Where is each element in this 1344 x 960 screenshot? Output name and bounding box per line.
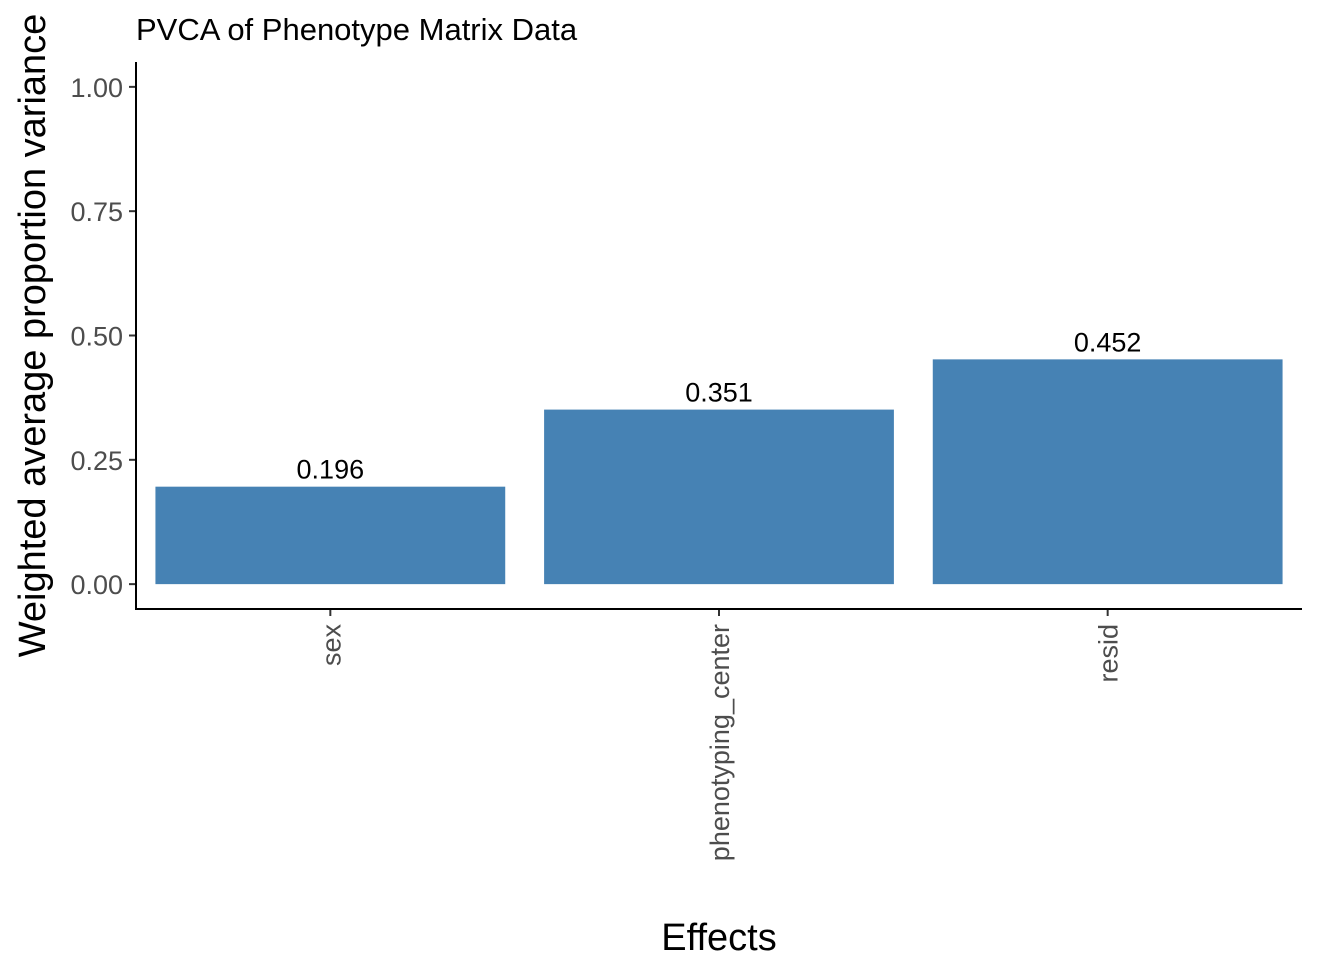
x-axis-label: Effects bbox=[661, 917, 776, 959]
chart-title: PVCA of Phenotype Matrix Data bbox=[136, 12, 578, 47]
y-tick-label: 0.00 bbox=[70, 570, 123, 600]
y-tick-label: 0.25 bbox=[70, 446, 123, 476]
bars-group: 0.196 0.351 0.452 bbox=[155, 327, 1283, 585]
data-label-phenotyping_center: 0.351 bbox=[685, 378, 753, 408]
y-tick-label: 1.00 bbox=[70, 73, 123, 103]
y-tick-label: 0.75 bbox=[70, 197, 123, 227]
y-axis-ticks: 0.00 0.25 0.50 0.75 1.00 bbox=[70, 73, 136, 600]
data-label-resid: 0.452 bbox=[1074, 327, 1142, 357]
x-tick-label-phenotyping_center: phenotyping_center bbox=[705, 624, 735, 861]
x-tick-label-resid: resid bbox=[1094, 624, 1124, 683]
data-label-sex: 0.196 bbox=[297, 455, 365, 485]
bar-resid bbox=[932, 359, 1283, 585]
bar-phenotyping_center bbox=[544, 409, 894, 585]
bar-sex bbox=[155, 486, 506, 585]
y-axis-label: Weighted average proportion variance bbox=[12, 14, 54, 658]
y-tick-label: 0.50 bbox=[70, 322, 123, 352]
x-tick-label-sex: sex bbox=[316, 624, 346, 667]
x-axis-ticks: sex phenotyping_center resid bbox=[316, 609, 1124, 861]
